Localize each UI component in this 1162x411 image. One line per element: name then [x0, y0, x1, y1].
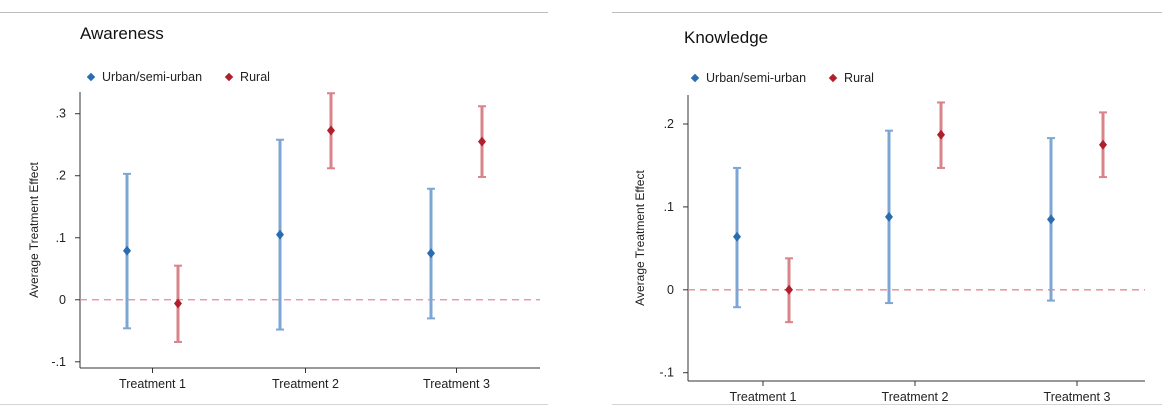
- y-tick-label: .3: [56, 107, 66, 121]
- awareness-plot: -.1 0 .1 .2 .3 Average Treatment Effect Treatm…: [27, 92, 540, 391]
- y-tick-label: .1: [664, 200, 674, 214]
- point-estimate-marker: [174, 298, 182, 309]
- point-estimate-marker: [427, 248, 435, 259]
- panel-top-rule: [612, 12, 1162, 13]
- x-tick-label: Treatment 3: [423, 377, 490, 391]
- x-tick-label: Treatment 2: [272, 377, 339, 391]
- panel-top-rule: [0, 12, 548, 13]
- y-tick-label: 0: [667, 283, 674, 297]
- x-tick-label: Treatment 3: [1044, 390, 1111, 404]
- y-axis-label: Average Treatment Effect: [27, 162, 41, 298]
- y-tick-label: .1: [56, 231, 66, 245]
- panel-bottom-rule: [612, 404, 1162, 405]
- knowledge-plot: -.1 0 .1 .2 Average Treatment Effect Treatmen…: [633, 95, 1145, 404]
- point-estimate-marker: [1047, 214, 1055, 225]
- legend-label: Rural: [844, 71, 874, 85]
- point-estimate-marker: [478, 136, 486, 147]
- legend-item-rural: Rural: [224, 70, 270, 84]
- knowledge-panel: Knowledge Urban/semi-urban Rural -.1 0 .1.…: [600, 0, 1162, 411]
- chart-title: Awareness: [80, 24, 164, 43]
- point-estimate-marker: [733, 231, 741, 242]
- legend-label: Urban/semi-urban: [706, 71, 807, 85]
- legend-item-rural: Rural: [828, 71, 874, 85]
- point-estimate-marker: [123, 245, 131, 256]
- legend: Urban/semi-urban Rural: [86, 70, 294, 84]
- point-estimate-marker: [885, 211, 893, 222]
- point-estimate-marker: [276, 229, 284, 240]
- y-tick-label: 0: [59, 293, 66, 307]
- legend-item-urban: Urban/semi-urban: [690, 71, 807, 85]
- y-tick-label: .2: [664, 117, 674, 131]
- point-estimate-marker: [785, 284, 793, 295]
- y-tick-label: -.1: [51, 355, 66, 369]
- legend-label: Urban/semi-urban: [102, 70, 203, 84]
- panel-bottom-rule: [0, 404, 548, 405]
- y-tick-label: .2: [56, 169, 66, 183]
- x-tick-label: Treatment 1: [119, 377, 186, 391]
- chart-title: Knowledge: [684, 28, 769, 47]
- legend-item-urban: Urban/semi-urban: [86, 70, 203, 84]
- legend: Urban/semi-urban Rural: [690, 71, 898, 85]
- legend-label: Rural: [240, 70, 270, 84]
- y-tick-label: -.1: [659, 366, 674, 380]
- y-axis-label: Average Treatment Effect: [633, 170, 647, 306]
- point-estimate-marker: [937, 129, 945, 140]
- x-tick-label: Treatment 1: [730, 390, 797, 404]
- point-estimate-marker: [1099, 139, 1107, 150]
- point-estimate-marker: [327, 125, 335, 136]
- x-tick-label: Treatment 2: [882, 390, 949, 404]
- awareness-panel: Awareness Urban/semi-urban Rural -.1 0 .1.…: [0, 0, 560, 411]
